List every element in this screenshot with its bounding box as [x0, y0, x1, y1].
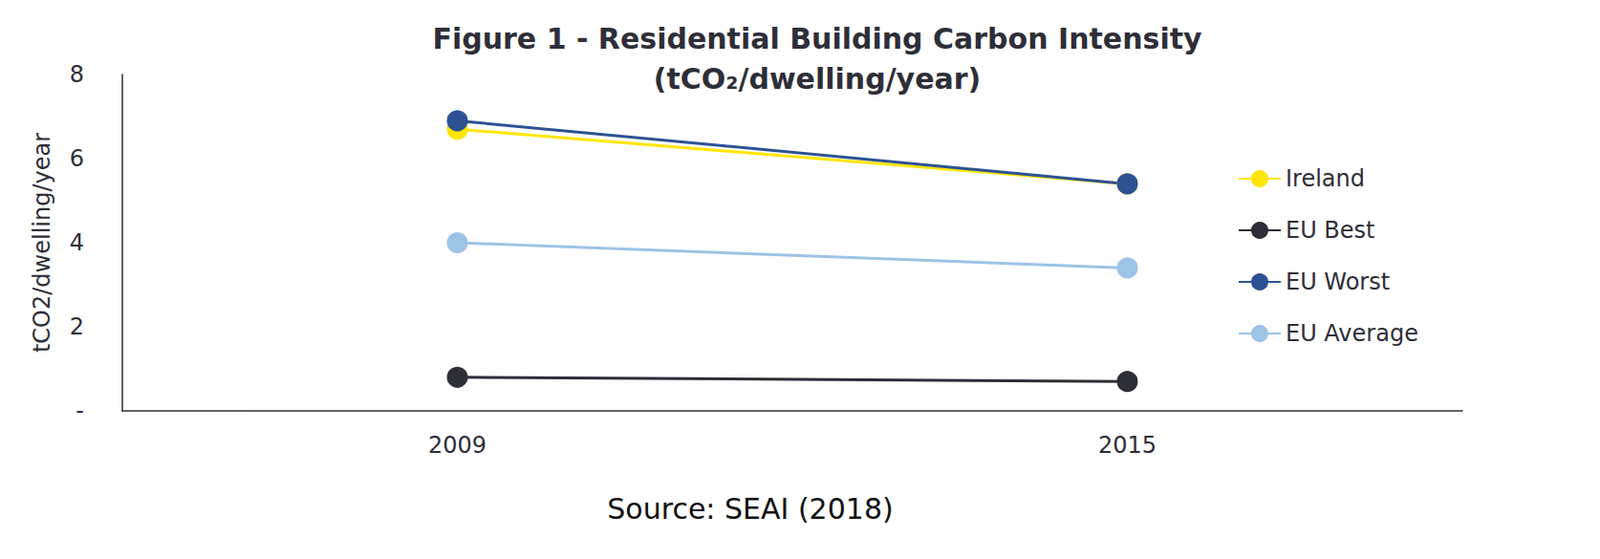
- svg-text:2009: 2009: [428, 432, 487, 459]
- svg-text:6: 6: [69, 145, 85, 173]
- svg-text:2015: 2015: [1098, 432, 1157, 459]
- svg-text:Ireland: Ireland: [1285, 165, 1365, 193]
- svg-text:EU Average: EU Average: [1285, 320, 1419, 347]
- svg-text:Figure 1 - Residential Buildin: Figure 1 - Residential Building Carbon I…: [432, 21, 1203, 56]
- svg-text:EU Worst: EU Worst: [1285, 268, 1390, 296]
- svg-text:8: 8: [69, 61, 85, 88]
- svg-text:Source: SEAI (2018): Source: SEAI (2018): [606, 492, 893, 526]
- svg-text:2: 2: [69, 313, 85, 341]
- svg-text:EU Best: EU Best: [1285, 216, 1376, 244]
- svg-text:(tCO₂/dwelling/year): (tCO₂/dwelling/year): [653, 62, 982, 96]
- svg-text:tCO2/dwelling/year: tCO2/dwelling/year: [28, 132, 56, 353]
- svg-text:-: -: [75, 397, 85, 425]
- svg-text:4: 4: [69, 229, 85, 257]
